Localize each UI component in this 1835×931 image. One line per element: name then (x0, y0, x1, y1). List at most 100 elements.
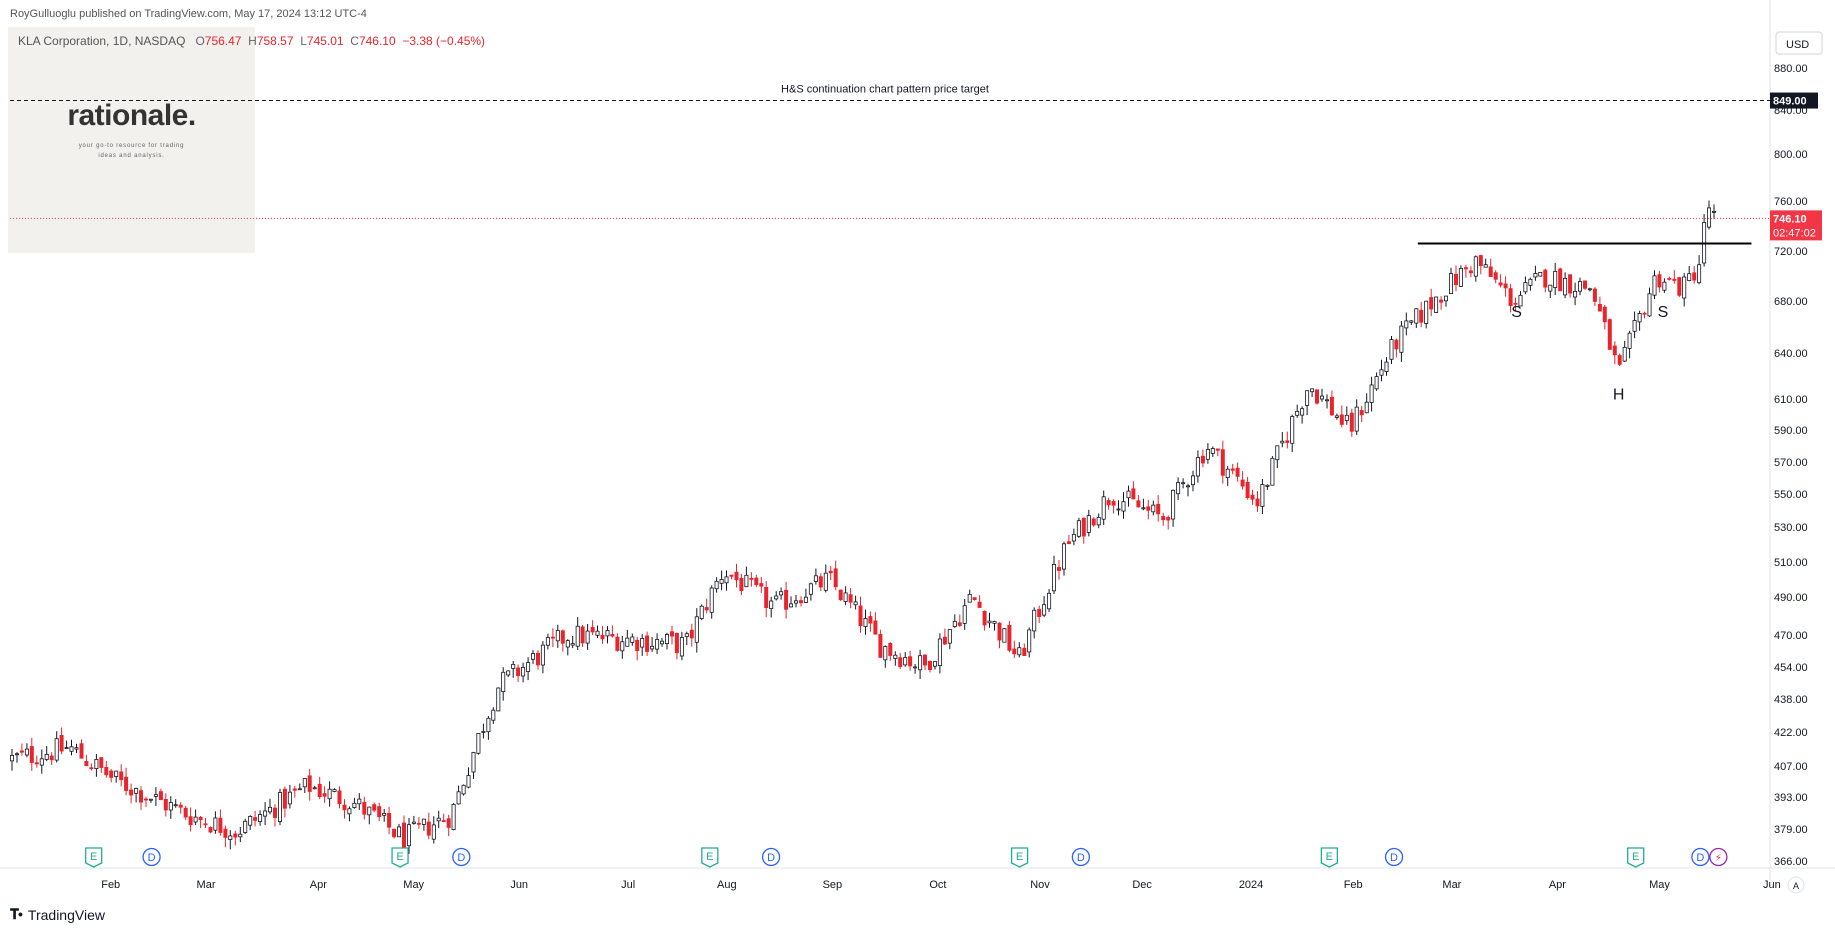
candle-body (1518, 294, 1523, 307)
split-event-icon[interactable] (1709, 847, 1728, 867)
earnings-event-icon[interactable] (1010, 847, 1029, 868)
dividend-event-label: D (767, 852, 775, 864)
dividend-event-icon[interactable] (1691, 847, 1710, 867)
candle-body (193, 816, 198, 823)
earnings-event-icon[interactable] (701, 847, 719, 868)
candle-body (1300, 408, 1305, 416)
candle-body (1677, 277, 1682, 296)
y-tick-label: 680.00 (1774, 296, 1808, 308)
candle-body (248, 816, 253, 826)
candle-body (1320, 395, 1325, 400)
earnings-event-icon[interactable] (85, 847, 103, 868)
candle-body (496, 687, 501, 712)
candle-body (1409, 320, 1414, 323)
symbol-title[interactable]: KLA Corporation, 1D, NASDAQ (18, 34, 186, 48)
candle-body (1027, 629, 1032, 653)
candle-body (868, 616, 873, 624)
candle-body (347, 808, 352, 815)
candle-body (99, 757, 104, 768)
y-tick-label: 640.00 (1774, 348, 1808, 360)
candle-body (129, 789, 134, 796)
candle-body (372, 804, 377, 811)
low-label: L (300, 34, 307, 48)
candle-body (104, 767, 109, 776)
candle-body (1454, 273, 1459, 285)
candle-body (635, 639, 640, 651)
candle-body (1414, 308, 1419, 324)
candle-body (1622, 346, 1627, 362)
dividend-event-icon[interactable] (1071, 847, 1091, 867)
x-tick-label: Jun (1763, 879, 1781, 891)
x-tick-label: Feb (101, 879, 120, 891)
candle-body (1091, 518, 1096, 526)
candle-body (744, 574, 749, 588)
dividend-event-icon[interactable] (142, 847, 161, 867)
candle-body (967, 594, 972, 603)
earnings-event-icon[interactable] (1627, 847, 1645, 868)
candle-body (362, 802, 367, 815)
candle-body (1047, 592, 1052, 610)
candle-body (1558, 268, 1563, 292)
candle-body (277, 792, 282, 822)
candle-body (1032, 609, 1037, 632)
candle-body (506, 670, 511, 676)
candle-body (69, 746, 74, 752)
x-tick-label: May (403, 879, 424, 891)
last-price-tag (1770, 210, 1822, 241)
candle-body (1186, 485, 1191, 488)
candle-body (1240, 479, 1245, 487)
candle-body (1235, 467, 1240, 477)
candle-body (9, 755, 14, 762)
candle-body (878, 634, 883, 658)
y-tick-label: 880.00 (1774, 63, 1808, 75)
candle-body (1444, 295, 1449, 302)
candle-body (1344, 414, 1349, 421)
candle-body (1682, 276, 1687, 299)
dividend-event-icon[interactable] (761, 847, 781, 867)
candle-body (1329, 396, 1334, 416)
dividend-event-label: D (1696, 852, 1704, 864)
x-tick-label: 2024 (1239, 879, 1263, 891)
dividend-event-icon[interactable] (1384, 847, 1404, 867)
candle-body (540, 644, 545, 666)
candle-body (387, 813, 392, 828)
candle-body (1404, 320, 1409, 329)
candle-body (1483, 264, 1488, 268)
earnings-event-icon[interactable] (391, 847, 409, 868)
x-tick-label: Sep (823, 879, 843, 891)
candle-body (119, 771, 124, 781)
y-tick-label: 407.00 (1774, 761, 1808, 773)
target-price-tag-label: 849.00 (1773, 96, 1807, 108)
candle-body (600, 634, 605, 640)
candle-body (982, 610, 987, 626)
candle-body (942, 636, 947, 645)
candle-body (774, 595, 779, 600)
candle-body (1280, 440, 1285, 444)
target-annotation: H&S continuation chart pattern price tar… (781, 84, 989, 96)
candle-body (1647, 293, 1652, 317)
candle-body (168, 802, 173, 811)
candle-body (719, 579, 724, 584)
x-tick-label: Feb (1344, 879, 1363, 891)
currency-box[interactable] (1775, 31, 1823, 55)
candle-body (1081, 517, 1086, 537)
auto-scale-button[interactable] (1787, 876, 1805, 894)
candle-body (813, 575, 818, 582)
candle-body (1637, 313, 1642, 323)
candle-body (272, 807, 277, 818)
logo-subtitle-line1: your go-to resource for trading (78, 143, 185, 149)
candle-body (1052, 564, 1057, 592)
candle-body (426, 821, 431, 836)
candle-body (913, 666, 918, 669)
earnings-event-icon[interactable] (1320, 847, 1338, 868)
dividend-event-icon[interactable] (452, 847, 471, 867)
candle-body (1583, 280, 1588, 289)
open-value: 756.47 (204, 34, 242, 48)
candle-body (1463, 267, 1468, 270)
candle-body (357, 798, 362, 805)
candle-body (640, 638, 645, 648)
candle-body (1295, 410, 1300, 416)
candle-body (148, 798, 153, 801)
target-price-tag (1770, 92, 1818, 109)
